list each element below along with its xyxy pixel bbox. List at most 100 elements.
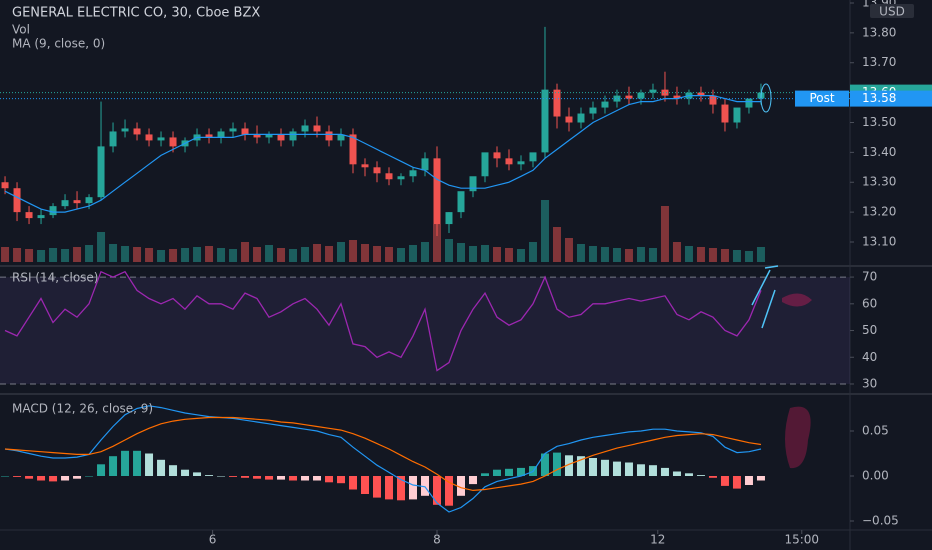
volume-bar bbox=[169, 249, 178, 262]
candle-body bbox=[109, 131, 117, 147]
y-tick-label: 13.80 bbox=[862, 25, 896, 39]
histogram-bar bbox=[61, 476, 70, 481]
histogram-bar bbox=[456, 476, 465, 496]
volume-bar bbox=[397, 248, 406, 262]
candle-body bbox=[745, 98, 753, 108]
candle-body bbox=[361, 164, 369, 168]
volume-bar bbox=[684, 246, 693, 262]
candle-body bbox=[553, 89, 561, 117]
volume-bar bbox=[217, 248, 226, 262]
histogram-bar bbox=[1, 476, 10, 477]
y-tick-label: 30 bbox=[862, 376, 877, 390]
candle-body bbox=[229, 128, 237, 132]
volume-bar bbox=[492, 247, 501, 262]
price-badge-label: 13.58 bbox=[862, 91, 896, 105]
histogram-bar bbox=[672, 471, 681, 476]
histogram-bar bbox=[181, 469, 190, 476]
histogram-bar bbox=[444, 476, 453, 506]
volume-bar bbox=[157, 250, 166, 262]
volume-bar bbox=[432, 224, 441, 262]
volume-bar bbox=[564, 238, 573, 262]
candle-body bbox=[421, 158, 429, 171]
volume-bar bbox=[708, 248, 717, 262]
candle-body bbox=[445, 212, 453, 225]
histogram-bar bbox=[337, 476, 346, 484]
histogram-bar bbox=[193, 472, 202, 476]
volume-bar bbox=[289, 249, 298, 262]
volume-bar bbox=[193, 247, 202, 262]
volume-bar bbox=[480, 245, 489, 262]
candle-body bbox=[37, 215, 45, 219]
candle-body bbox=[349, 134, 357, 165]
x-tick-label: 6 bbox=[209, 533, 217, 547]
volume-bar bbox=[720, 249, 729, 262]
histogram-bar bbox=[552, 452, 561, 476]
histogram-bar bbox=[421, 476, 429, 496]
candle-body bbox=[661, 89, 669, 96]
histogram-bar bbox=[696, 475, 705, 476]
volume-bar bbox=[37, 250, 46, 262]
histogram-bar bbox=[361, 476, 370, 494]
histogram-bar bbox=[612, 461, 621, 476]
candle-body bbox=[337, 134, 345, 141]
candle-body bbox=[49, 206, 57, 216]
y-tick-label: 50 bbox=[862, 323, 877, 337]
volume-bar bbox=[253, 247, 262, 262]
volume-bar bbox=[49, 248, 58, 262]
candle-body bbox=[589, 107, 597, 114]
candle-body bbox=[265, 134, 273, 138]
volume-bar bbox=[121, 246, 130, 262]
volume-bar bbox=[301, 247, 310, 262]
drawing bbox=[751, 265, 779, 329]
candle-body bbox=[241, 128, 249, 135]
volume-bar bbox=[85, 245, 94, 262]
candle-body bbox=[97, 146, 105, 198]
candle-body bbox=[145, 134, 153, 141]
candle-body bbox=[577, 113, 585, 123]
histogram-bar bbox=[313, 476, 322, 481]
histogram-bar bbox=[397, 476, 406, 501]
volume-bar bbox=[660, 206, 669, 262]
volume-bar bbox=[361, 244, 370, 262]
histogram-bar bbox=[253, 476, 262, 479]
currency-badge bbox=[870, 4, 914, 18]
candle-body bbox=[157, 137, 165, 141]
candle-body bbox=[625, 95, 633, 99]
candle-body bbox=[253, 134, 261, 138]
volume-bar bbox=[1, 247, 10, 262]
volume-bar bbox=[277, 248, 286, 262]
histogram-bar bbox=[73, 476, 82, 479]
histogram-bar bbox=[157, 459, 166, 476]
candle-body bbox=[277, 134, 285, 141]
histogram-bar bbox=[600, 459, 609, 476]
candle-body bbox=[529, 152, 537, 162]
histogram-bar bbox=[241, 476, 250, 478]
histogram-bar bbox=[13, 476, 22, 477]
volume-bar bbox=[109, 244, 118, 262]
post-badge-label: Post bbox=[809, 91, 834, 105]
candle-body bbox=[601, 101, 609, 108]
volume-bar bbox=[337, 242, 346, 262]
histogram-bar bbox=[325, 476, 334, 483]
candle-body bbox=[301, 125, 309, 132]
y-tick-label: 13.30 bbox=[862, 175, 896, 189]
volume-bar bbox=[732, 250, 741, 262]
candle-body bbox=[565, 116, 573, 123]
volume-bar bbox=[600, 247, 609, 262]
histogram-bar bbox=[97, 464, 106, 476]
candle-body bbox=[25, 212, 33, 219]
y-tick-label: 0.05 bbox=[862, 424, 889, 438]
indicator-label: Vol bbox=[12, 23, 30, 37]
x-tick-label: 15:00 bbox=[784, 533, 819, 547]
candle-body bbox=[457, 191, 465, 213]
histogram-bar bbox=[85, 476, 94, 477]
candle-body bbox=[505, 158, 513, 165]
price-badge bbox=[850, 90, 932, 107]
volume-bar bbox=[229, 249, 238, 262]
candle-body bbox=[73, 200, 81, 204]
volume-bar bbox=[265, 245, 274, 262]
volume-bar bbox=[612, 248, 621, 262]
histogram-bar bbox=[744, 476, 753, 485]
y-tick-label: 13.10 bbox=[862, 234, 896, 248]
